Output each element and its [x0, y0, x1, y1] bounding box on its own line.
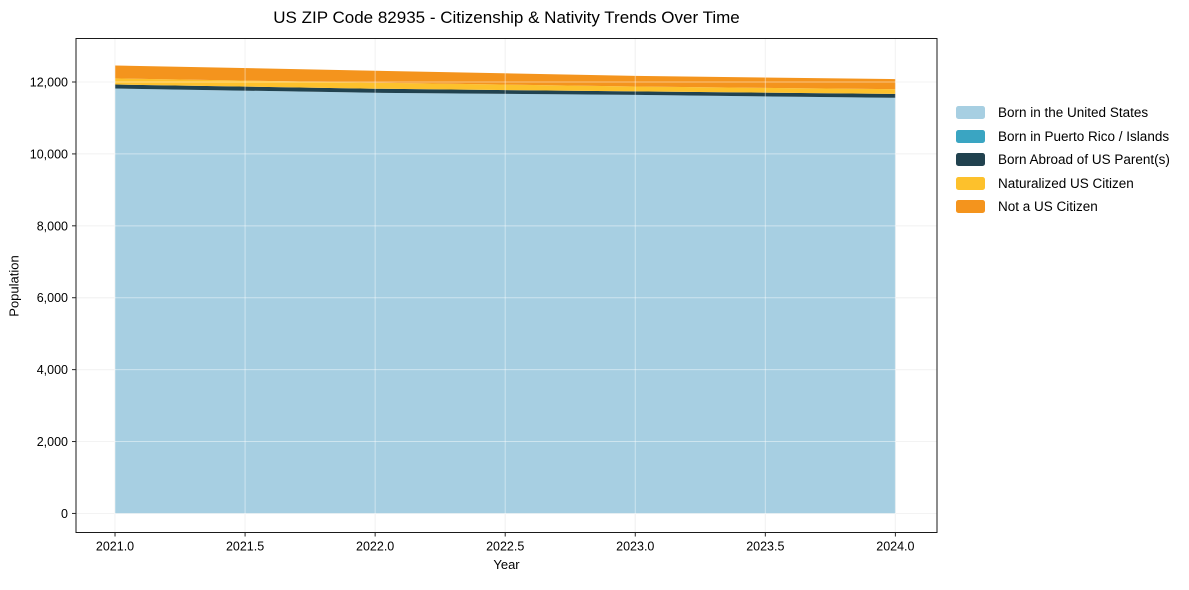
legend: Born in the United States Born in Puerto …	[956, 101, 1170, 219]
y-tick-label: 8,000	[37, 219, 68, 233]
legend-label: Born in the United States	[998, 105, 1149, 121]
legend-label: Naturalized US Citizen	[998, 175, 1134, 191]
legend-swatch	[956, 129, 985, 143]
y-tick-label: 0	[61, 507, 68, 521]
y-tick-label: 12,000	[30, 76, 68, 90]
x-tick-label: 2022.0	[356, 540, 394, 554]
x-tick-label: 2023.5	[746, 540, 784, 554]
legend-item: Born Abroad of US Parent(s)	[956, 148, 1170, 172]
plot-frame	[75, 38, 938, 533]
area-born-in-the-united-states	[115, 88, 896, 514]
area-born-abroad-of-us-parent-s	[115, 84, 896, 98]
y-axis-label: Population	[6, 255, 22, 317]
y-tick-label: 6,000	[37, 291, 68, 305]
legend-swatch	[956, 176, 985, 190]
x-tick-label: 2023.0	[616, 540, 654, 554]
y-tick-label: 10,000	[30, 147, 68, 161]
legend-label: Born in Puerto Rico / Islands	[998, 128, 1170, 144]
x-tick-label: 2021.5	[226, 540, 264, 554]
chart-title: US ZIP Code 82935 - Citizenship & Nativi…	[273, 8, 740, 27]
x-tick-label: 2024.0	[876, 540, 914, 554]
legend-item: Born in the United States	[956, 101, 1170, 125]
legend-label: Born Abroad of US Parent(s)	[998, 152, 1170, 168]
legend-swatch	[956, 153, 985, 167]
legend-item: Not a US Citizen	[956, 195, 1170, 219]
x-axis-label: Year	[493, 557, 520, 572]
legend-swatch	[956, 200, 985, 214]
area-not-a-us-citizen	[115, 65, 896, 90]
legend-swatch	[956, 106, 985, 120]
x-tick-label: 2021.0	[96, 540, 134, 554]
y-tick-label: 2,000	[37, 435, 68, 449]
legend-item: Naturalized US Citizen	[956, 172, 1170, 196]
x-tick-label: 2022.5	[486, 540, 524, 554]
y-tick-label: 4,000	[37, 363, 68, 377]
legend-label: Not a US Citizen	[998, 199, 1098, 215]
area-naturalized-us-citizen	[115, 78, 896, 94]
legend-item: Born in Puerto Rico / Islands	[956, 125, 1170, 149]
